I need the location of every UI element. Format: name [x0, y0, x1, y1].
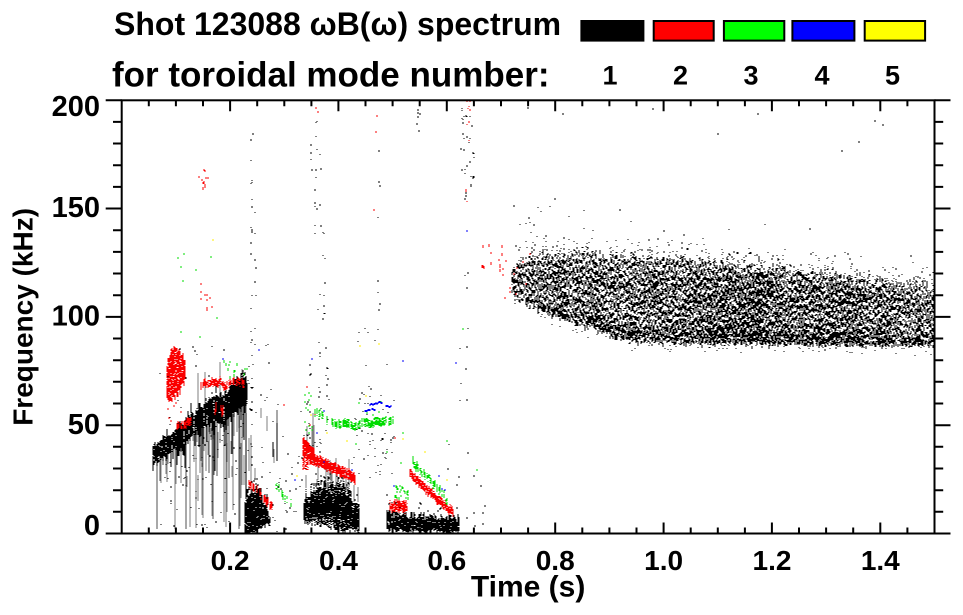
svg-text:Time (s): Time (s): [471, 571, 585, 604]
svg-text:Frequency (kHz): Frequency (kHz): [8, 208, 39, 426]
svg-text:150: 150: [52, 192, 100, 224]
svg-text:0.2: 0.2: [211, 545, 250, 576]
svg-text:4: 4: [814, 60, 829, 90]
svg-text:0.4: 0.4: [319, 545, 358, 576]
svg-text:0.8: 0.8: [536, 545, 575, 576]
svg-text:0: 0: [84, 510, 100, 542]
svg-text:5: 5: [885, 60, 900, 90]
svg-text:1.0: 1.0: [644, 545, 683, 576]
svg-text:100: 100: [52, 301, 100, 333]
svg-text:3: 3: [743, 60, 758, 90]
svg-text:1.4: 1.4: [861, 545, 900, 576]
svg-text:200: 200: [52, 91, 100, 123]
svg-text:for toroidal mode number:: for toroidal mode number:: [112, 56, 550, 95]
svg-text:Shot 123088 ωB(ω) spectrum: Shot 123088 ωB(ω) spectrum: [114, 6, 561, 42]
svg-text:2: 2: [673, 60, 688, 90]
svg-text:1: 1: [602, 60, 617, 90]
svg-text:0.6: 0.6: [427, 545, 466, 576]
svg-text:1.2: 1.2: [753, 545, 792, 576]
svg-text:50: 50: [68, 409, 100, 441]
